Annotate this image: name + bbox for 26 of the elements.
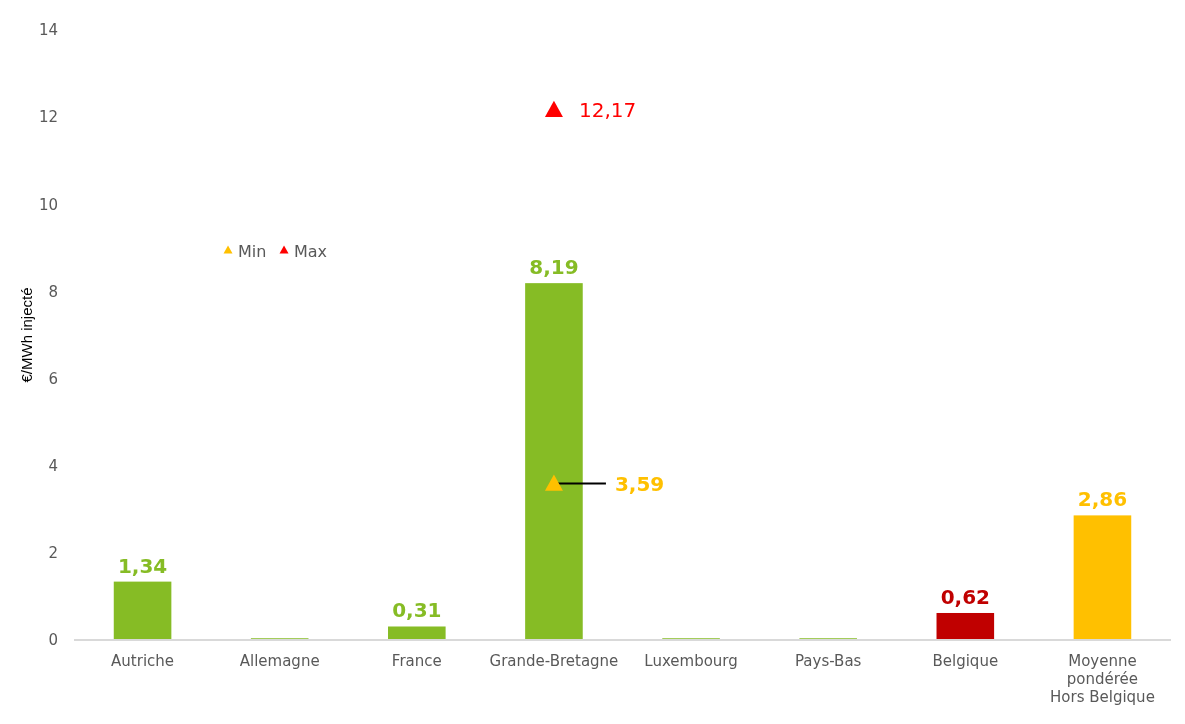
- y-tick-label: 12: [38, 108, 58, 127]
- y-tick-label: 4: [48, 456, 58, 475]
- x-tick-label: Moyenne pondérée Hors Belgique: [1050, 652, 1155, 706]
- data-label: 3,59: [614, 471, 665, 496]
- x-tick-label: France: [391, 652, 442, 670]
- data-label: 2,86: [1077, 487, 1128, 512]
- x-tick-label: Luxembourg: [644, 652, 738, 670]
- y-tick-label: 8: [48, 282, 58, 301]
- data-label: 12,17: [578, 97, 637, 122]
- x-tick-label: Grande-Bretagne: [489, 652, 619, 670]
- legend-label: Max: [294, 241, 328, 261]
- y-tick-label: 10: [38, 195, 58, 214]
- legend-label: Min: [238, 241, 267, 261]
- y-tick-label: 6: [48, 369, 58, 388]
- data-label: 1,34: [117, 553, 168, 578]
- x-tick-label: Pays-Bas: [794, 652, 862, 670]
- x-tick-label: Belgique: [932, 652, 999, 670]
- x-tick-label: Autriche: [111, 652, 175, 670]
- y-axis-title: €/MWh injecté: [18, 287, 35, 383]
- y-tick-label: 0: [48, 631, 58, 650]
- y-tick-label: 14: [38, 21, 58, 40]
- y-tick-label: 2: [48, 544, 58, 563]
- data-label: 0,31: [392, 598, 442, 623]
- x-tick-label: Allemagne: [239, 652, 320, 670]
- data-label: 0,62: [940, 584, 990, 609]
- data-label: 8,19: [529, 255, 579, 280]
